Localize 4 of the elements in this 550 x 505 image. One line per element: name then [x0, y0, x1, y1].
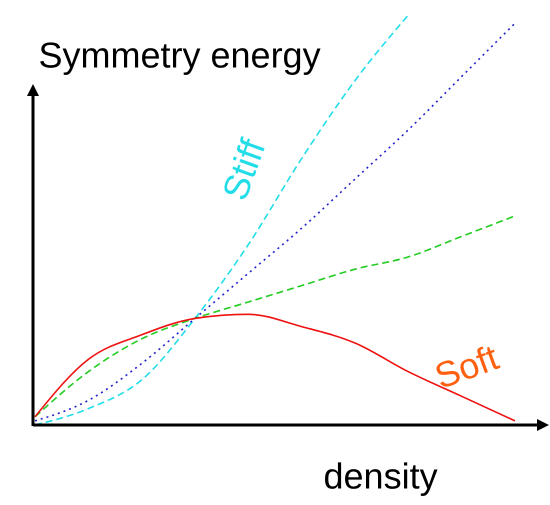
annotation: Stiff [214, 132, 274, 206]
x-axis-title: density [324, 456, 438, 496]
y-axis-title: Symmetry energy [38, 34, 321, 76]
annotation: Soft [429, 336, 504, 397]
